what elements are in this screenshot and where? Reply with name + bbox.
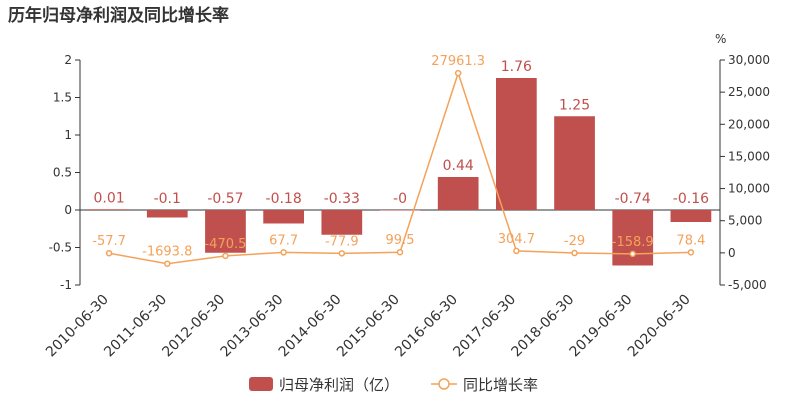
line-value-label: -1693.8 <box>142 245 192 260</box>
line-value-label: -158.9 <box>612 235 654 250</box>
line-value-label: -77.9 <box>325 234 359 249</box>
bar <box>205 210 246 253</box>
left-axis-tick-label: 1.5 <box>53 91 72 105</box>
line-series <box>105 69 695 267</box>
line-point <box>222 252 229 260</box>
bar-value-label: -0 <box>393 191 407 207</box>
right-axis-tick-label: 15,000 <box>728 149 770 163</box>
right-axis-tick-label: 20,000 <box>728 117 770 131</box>
right-axis-tick-label: 0 <box>728 246 736 260</box>
line-value-label: -57.7 <box>92 234 126 249</box>
right-axis-tick-label: 5,000 <box>728 214 762 228</box>
bar-value-label: -0.1 <box>154 191 181 207</box>
right-axis-tick-label: 10,000 <box>728 182 770 196</box>
line-point <box>396 248 404 256</box>
line-point <box>105 249 113 257</box>
bar-value-label: 1.76 <box>501 59 532 75</box>
bar <box>379 210 421 211</box>
bar-value-label: -0.18 <box>266 191 302 207</box>
line-value-label: 27961.3 <box>431 54 485 69</box>
bar <box>670 210 712 222</box>
legend-label-line[interactable]: 同比增长率 <box>463 376 538 394</box>
line-point <box>280 249 287 256</box>
bar-value-label: -0.33 <box>324 191 360 207</box>
line-value-label: -29 <box>564 234 585 249</box>
bar <box>146 210 188 218</box>
line-point <box>571 249 578 257</box>
left-axis-tick-label: 0 <box>64 203 72 217</box>
bar-value-label: -0.16 <box>673 191 709 207</box>
line-point <box>454 69 462 77</box>
bar <box>496 78 537 210</box>
line-point <box>338 250 346 257</box>
legend-swatch-bar[interactable] <box>249 377 273 391</box>
x-axis-ticks: 2010-06-302011-06-302012-06-302013-06-30… <box>43 292 694 361</box>
bar <box>321 210 363 235</box>
line-point <box>513 247 520 255</box>
line-point <box>164 260 171 267</box>
legend[interactable]: 归母净利润（亿） 同比增长率 <box>249 376 538 394</box>
right-axis-tick-label: 30,000 <box>728 53 770 67</box>
line-value-label: 99.5 <box>386 233 415 248</box>
line-value-label: 78.4 <box>676 233 705 248</box>
chart-title: 历年归母净利润及同比增长率 <box>8 5 229 26</box>
bar <box>437 177 479 210</box>
line-value-label: 67.7 <box>269 233 298 248</box>
left-axis-tick-label: 1 <box>64 128 72 142</box>
bar-value-label: -0.57 <box>207 191 243 207</box>
legend-label-bar[interactable]: 归母净利润（亿） <box>279 376 399 394</box>
bar <box>263 210 304 224</box>
line-point <box>687 249 695 256</box>
right-axis-unit: % <box>715 32 726 46</box>
line-value-label: -470.5 <box>204 237 246 252</box>
left-axis-tick-label: 2 <box>64 53 72 67</box>
bar-value-label: -0.74 <box>615 191 651 207</box>
left-axis-tick-label: 0.5 <box>53 166 72 180</box>
bar-series <box>88 78 712 266</box>
bar <box>554 116 595 210</box>
bar-value-label: 0.01 <box>94 190 125 206</box>
line-point <box>629 250 636 258</box>
legend-swatch-marker[interactable] <box>438 378 450 390</box>
x-axis-tick-label: 2020-06-30 <box>625 292 694 361</box>
left-axis-tick-label: -0.5 <box>49 241 72 255</box>
bar <box>88 209 130 210</box>
bar-value-label: 1.25 <box>559 97 590 113</box>
right-axis-tick-label: 25,000 <box>728 85 770 99</box>
axes: -1 -0.5 0 0.5 1 1.5 2 -5,000 0 5,000 10,000 15,000 2… <box>49 53 770 292</box>
line-value-label: 304.7 <box>498 232 535 247</box>
bar-value-label: 0.44 <box>443 158 474 174</box>
right-axis-tick-label: -5,000 <box>728 278 767 292</box>
data-labels: 0.01 -0.1 -0.57 -0.18 -0.33 -0 0.44 1.76 1.25 -0.… <box>92 54 709 260</box>
left-axis-tick-label: -1 <box>60 278 72 292</box>
